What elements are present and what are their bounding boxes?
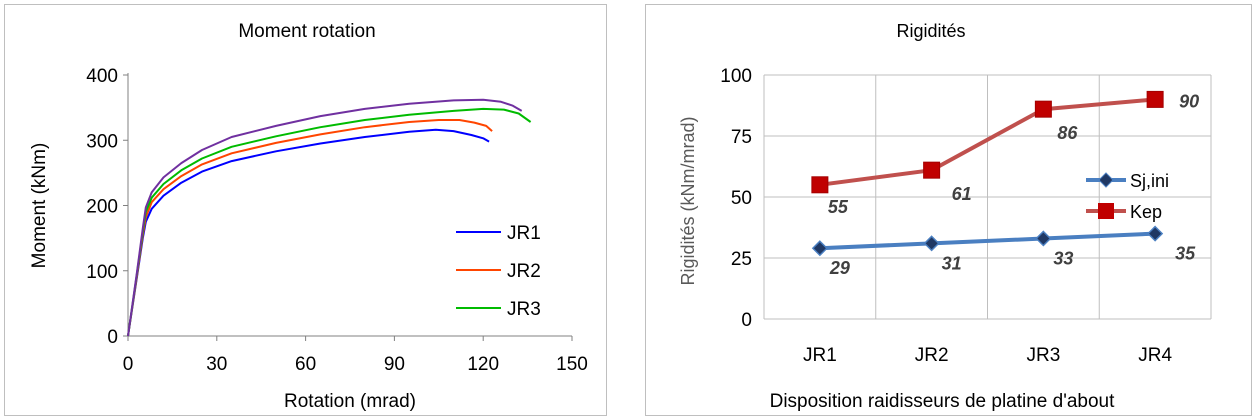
data-label: 61	[952, 184, 972, 204]
y-axis-title: Moment (kNm)	[29, 143, 50, 269]
chart-title: Rigidités	[896, 21, 965, 41]
series-line-2	[127, 119, 493, 337]
data-label: 35	[1175, 244, 1196, 264]
data-label: 90	[1179, 91, 1199, 111]
series-line-1	[127, 128, 490, 337]
y-tick-label: 100	[86, 262, 118, 283]
rigidites-chart-panel: Rigidités 0 25 50 75 100 JR1 JR2 JR3 JR4 Dispositi…	[645, 4, 1252, 416]
x-category-label: JR1	[803, 345, 837, 366]
legend-label: JR3	[507, 299, 541, 320]
series-line-Kep	[819, 97, 1156, 187]
moment-rotation-chart: Moment rotation 0 30 60 90 120 150 0 100 200 300 40…	[29, 21, 588, 412]
legend-marker	[1098, 203, 1114, 219]
x-tick-label: 150	[556, 354, 588, 375]
x-axis-title: Disposition raidisseurs de platine d'abo…	[770, 391, 1115, 412]
y-tick-label: 0	[741, 310, 752, 331]
data-point-marker	[1147, 225, 1164, 242]
data-point-marker	[1034, 100, 1052, 118]
data-point-marker	[1035, 230, 1052, 247]
x-tick-label: 60	[295, 354, 316, 375]
data-label: 31	[942, 253, 962, 273]
chart-title: Moment rotation	[238, 21, 375, 42]
x-tick-label: 0	[123, 354, 134, 375]
data-point-marker	[1146, 90, 1164, 108]
data-point-marker	[811, 176, 829, 194]
legend-label: Sj,ini	[1130, 171, 1169, 191]
legend-label: JR2	[507, 261, 541, 282]
x-tick-label: 120	[467, 354, 499, 375]
y-tick-label: 200	[86, 197, 118, 218]
moment-rotation-chart-panel: Moment rotation 0 30 60 90 120 150 0 100 200 300 40…	[4, 4, 607, 416]
y-tick-label: 300	[86, 131, 118, 152]
series-line-Sj,ini	[819, 231, 1156, 251]
y-tick-label: 25	[731, 249, 752, 270]
y-tick-label: 400	[86, 66, 118, 87]
x-tick-label: 30	[206, 354, 227, 375]
series-line-4	[127, 98, 523, 337]
x-category-label: JR2	[915, 345, 949, 366]
y-tick-label: 50	[731, 188, 752, 209]
legend-marker	[1098, 172, 1114, 188]
data-label: 33	[1053, 248, 1073, 268]
rigidites-chart: Rigidités 0 25 50 75 100 JR1 JR2 JR3 JR4 Dispositi…	[678, 21, 1212, 412]
legend-label: Kep	[1130, 202, 1162, 222]
y-axis-title: Rigidités (kNm/mrad)	[678, 116, 698, 285]
data-label: 86	[1057, 123, 1078, 143]
data-point-marker	[923, 161, 941, 179]
y-tick-label: 0	[107, 327, 118, 348]
x-category-label: JR3	[1026, 345, 1060, 366]
x-tick-label: 90	[384, 354, 405, 375]
x-category-label: JR4	[1138, 345, 1172, 366]
data-point-marker	[811, 240, 828, 257]
x-axis-title: Rotation (mrad)	[284, 391, 416, 412]
data-label: 29	[829, 258, 850, 278]
data-label: 55	[828, 197, 849, 217]
legend-label: JR1	[507, 223, 541, 244]
y-tick-label: 75	[731, 127, 752, 148]
data-point-marker	[923, 235, 940, 252]
y-tick-label: 100	[720, 66, 752, 87]
